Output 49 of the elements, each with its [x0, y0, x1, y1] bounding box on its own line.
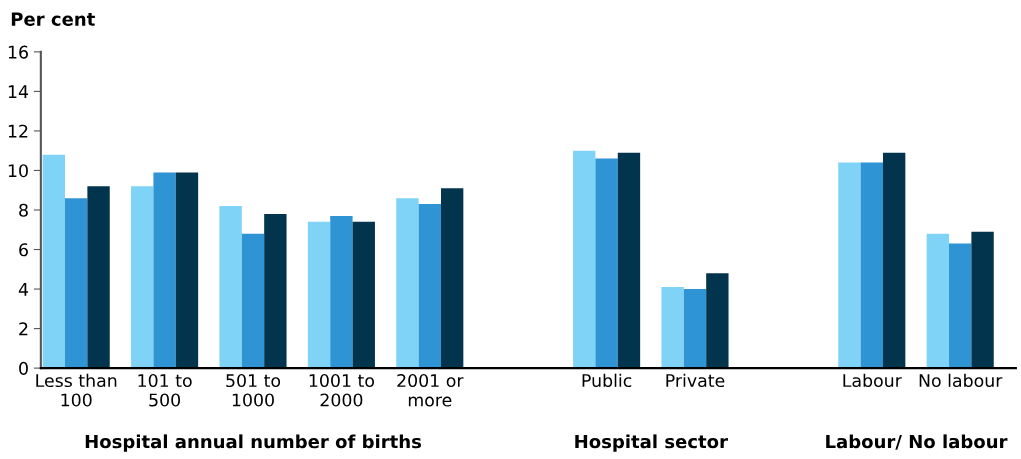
bar [219, 206, 242, 369]
x-tick-label: Public [582, 373, 632, 388]
bar [264, 213, 287, 369]
y-tick-label: 14 [8, 85, 29, 98]
bar [131, 186, 154, 369]
y-tick-label: 16 [8, 45, 28, 59]
bar [42, 154, 66, 369]
bar [882, 152, 906, 369]
bar [573, 150, 596, 369]
y-tick-label: 8 [19, 203, 28, 217]
bar [330, 215, 353, 369]
text: Hospital sector [575, 434, 728, 452]
bar [706, 273, 729, 369]
bar [595, 158, 618, 369]
bar [440, 188, 464, 369]
y-tick-label: 4 [18, 282, 29, 296]
x-tick-label: Less than 100 [36, 373, 117, 407]
bar [617, 152, 641, 369]
text: Labour/ No labour [826, 434, 1008, 450]
x-tick-label: 2001 or more [397, 373, 464, 407]
y-tick-label: 10 [8, 164, 28, 178]
bar [65, 198, 88, 369]
x-tick-label: 501 to 1000 [226, 373, 281, 407]
bar [87, 186, 110, 369]
x-tick-label: 101 to 500 [138, 373, 192, 407]
y-tick-label: 6 [19, 243, 28, 257]
bar [241, 233, 265, 369]
bar [949, 243, 972, 369]
bar [175, 172, 199, 369]
bar [153, 172, 176, 369]
y-tick-label: 0 [19, 361, 28, 375]
x-tick-label: Private [666, 373, 725, 388]
bar [683, 289, 707, 369]
x-tick-label: 1001 to 2000 [309, 373, 375, 407]
bar [971, 231, 994, 369]
bar [926, 233, 950, 369]
bar [396, 198, 419, 369]
x-tick-label: Labour [843, 373, 902, 388]
y-tick-label: 12 [8, 124, 28, 138]
bar [838, 162, 861, 369]
bar [307, 221, 331, 369]
y-axis-title: Per cent [11, 12, 95, 26]
bar [860, 162, 883, 369]
bar [352, 221, 375, 369]
text: Hospital annual number of births [85, 434, 422, 452]
bar [661, 287, 684, 369]
y-tick-label: 2 [19, 322, 28, 336]
bar [418, 204, 441, 369]
x-tick-label: No labour [919, 373, 1003, 388]
